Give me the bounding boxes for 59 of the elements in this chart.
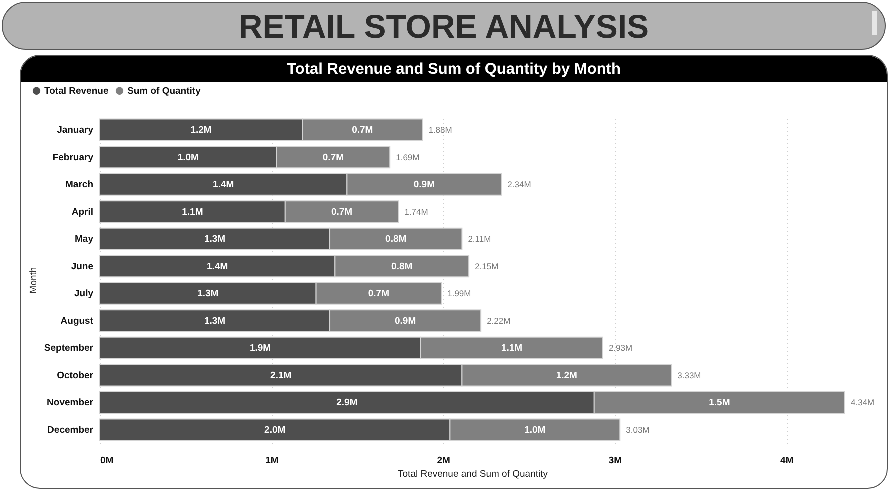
data-label: 1.9M <box>250 343 272 354</box>
total-label: 3.03M <box>626 424 650 435</box>
total-label: 4.34M <box>851 398 875 408</box>
x-tick-label: 1M <box>266 456 279 466</box>
x-axis-title: Total Revenue and Sum of Quantity <box>398 469 548 480</box>
data-label: 0.7M <box>368 288 390 300</box>
data-label: 0.7M <box>352 125 374 136</box>
y-tick-label: March <box>66 180 94 191</box>
data-label: 0.8M <box>386 234 407 246</box>
y-tick-label: November <box>47 398 94 409</box>
data-label: 1.1M <box>182 206 204 218</box>
y-tick-label: April <box>72 206 94 218</box>
y-tick-label: May <box>75 234 94 246</box>
total-label: 1.99M <box>448 288 472 299</box>
x-tick-label: 0M <box>100 456 114 466</box>
total-label: 2.11M <box>468 234 492 244</box>
y-tick-label: February <box>52 152 94 164</box>
y-tick-label: September <box>44 343 94 354</box>
y-tick-label: June <box>71 261 94 272</box>
y-tick-label: August <box>60 316 94 327</box>
y-tick-label: October <box>57 370 94 382</box>
data-label: 1.2M <box>556 370 578 382</box>
total-label: 2.93M <box>608 343 633 354</box>
data-label: 0.7M <box>331 206 353 218</box>
total-label: 1.88M <box>428 125 452 136</box>
data-label: 1.1M <box>501 343 523 354</box>
data-label: 1.4M <box>207 261 228 272</box>
data-label: 1.2M <box>190 125 212 136</box>
legend-label: Sum of Quantity <box>128 86 202 98</box>
x-tick-label: 2M <box>437 456 450 466</box>
total-label: 2.15M <box>475 261 499 272</box>
data-label: 1.0M <box>524 424 546 436</box>
chart-subtitle: Total Revenue and Sum of Quantity by Month <box>21 56 887 82</box>
data-label: 2.1M <box>270 370 292 382</box>
y-tick-label: December <box>48 424 94 436</box>
data-label: 2.0M <box>264 424 286 436</box>
y-axis-title: Month <box>28 267 40 294</box>
total-label: 1.69M <box>396 152 420 162</box>
data-label: 0.7M <box>322 152 344 164</box>
total-label: 2.34M <box>508 180 532 190</box>
y-tick-label: July <box>74 288 94 300</box>
data-label: 2.9M <box>336 398 358 409</box>
data-label: 1.5M <box>709 398 730 409</box>
data-label: 1.4M <box>213 180 234 191</box>
data-label: 0.9M <box>394 316 416 327</box>
chart-title: RETAIL STORE ANALYSIS <box>3 3 885 51</box>
total-label: 1.74M <box>404 206 428 217</box>
x-tick-label: 4M <box>780 456 794 466</box>
data-label: 0.9M <box>414 180 436 191</box>
data-label: 1.3M <box>198 288 219 300</box>
total-label: 2.22M <box>487 316 511 326</box>
data-label: 0.8M <box>392 261 413 272</box>
data-label: 1.0M <box>178 152 200 164</box>
y-tick-label: January <box>57 125 94 136</box>
legend-label: Total Revenue <box>44 86 109 98</box>
data-label: 1.3M <box>204 316 226 327</box>
total-label: 3.33M <box>678 370 702 380</box>
data-label: 1.3M <box>204 234 226 246</box>
x-tick-label: 3M <box>608 456 622 466</box>
